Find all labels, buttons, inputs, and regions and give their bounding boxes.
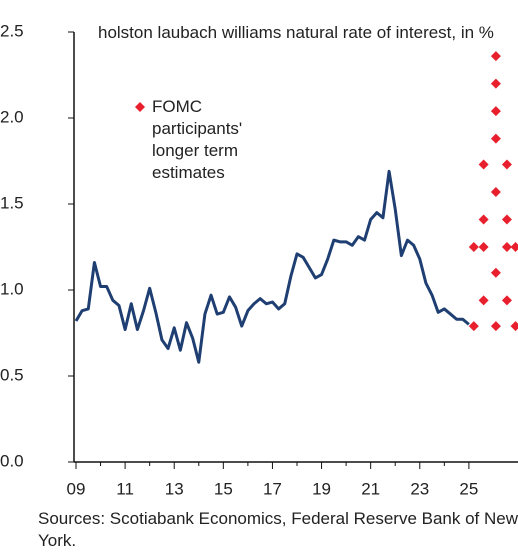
data-point <box>490 267 501 278</box>
data-point <box>490 78 501 89</box>
x-tick-label: 23 <box>410 479 429 498</box>
x-tick-label: 21 <box>361 479 380 498</box>
data-point <box>490 186 501 197</box>
data-point <box>510 242 518 252</box>
data-point <box>490 106 501 117</box>
y-tick-label: 1.5 <box>0 193 24 212</box>
y-tick-label: 2.0 <box>0 107 24 126</box>
data-point <box>478 295 489 306</box>
data-point <box>501 214 512 225</box>
data-point <box>501 242 512 252</box>
data-point <box>478 159 489 170</box>
data-point <box>468 242 479 252</box>
data-point <box>478 242 489 252</box>
y-tick-label: 2.5 <box>0 21 24 40</box>
data-point <box>501 159 512 170</box>
x-tick-label: 09 <box>67 479 86 498</box>
x-tick-label: 13 <box>165 479 184 498</box>
x-tick-label: 19 <box>312 479 331 498</box>
y-tick-label: 0.5 <box>0 365 24 384</box>
data-point <box>490 133 501 144</box>
legend-marker <box>135 102 145 112</box>
data-point <box>468 321 479 332</box>
x-tick-label: 17 <box>263 479 282 498</box>
chart-title: holston laubach williams natural rate of… <box>98 23 494 42</box>
legend-label: FOMC participants' longer term estimates <box>152 97 243 182</box>
x-tick-label: 11 <box>116 479 134 498</box>
y-tick-label: 0.0 <box>0 451 24 470</box>
data-line <box>74 169 470 364</box>
data-point <box>501 295 512 306</box>
source-note: Sources: Scotiabank Economics, Federal R… <box>38 509 518 550</box>
data-point <box>510 321 518 332</box>
y-tick-label: 1.0 <box>0 279 24 298</box>
x-tick-label: 25 <box>459 479 478 498</box>
data-point <box>490 321 501 332</box>
x-tick-label: 15 <box>214 479 233 498</box>
data-point <box>478 214 489 225</box>
data-point <box>490 51 501 62</box>
